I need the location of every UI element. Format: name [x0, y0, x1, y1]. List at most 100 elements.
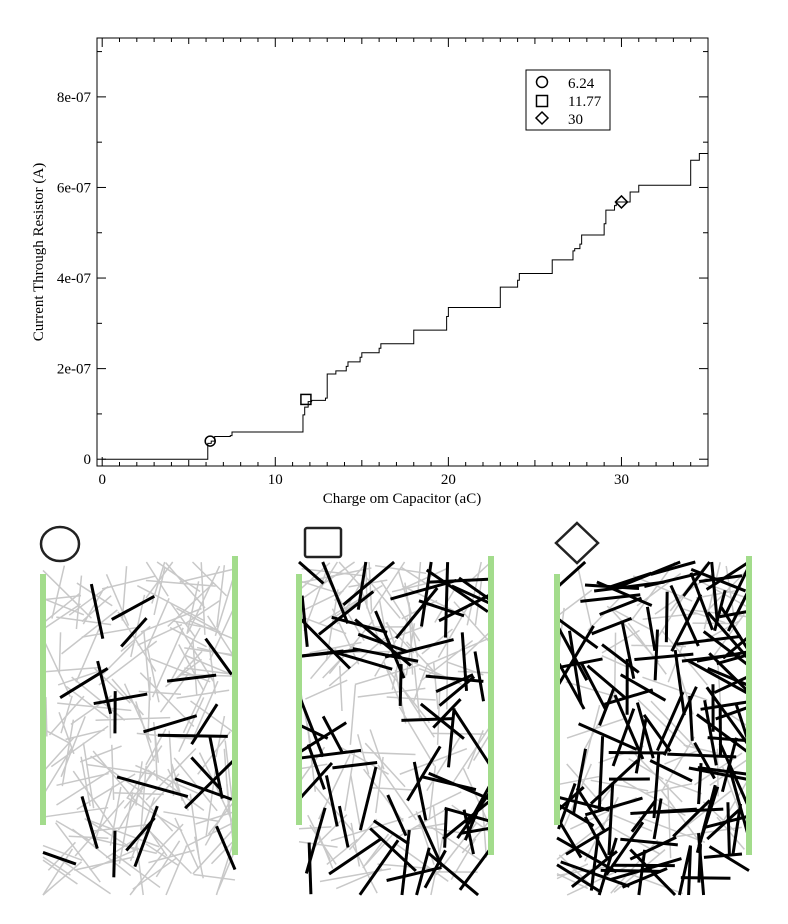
- inactive-wire: [139, 672, 195, 728]
- active-wire: [607, 782, 615, 856]
- plot-frame: [96, 37, 709, 467]
- inactive-wire: [156, 561, 201, 593]
- active-wire: [157, 733, 228, 738]
- active-wire: [143, 714, 198, 734]
- inactive-wire: [357, 734, 370, 775]
- active-wire: [425, 674, 484, 683]
- inactive-wire: [348, 818, 378, 851]
- inactive-wire: [74, 856, 135, 871]
- inactive-wire: [194, 836, 204, 879]
- active-wire: [190, 703, 219, 745]
- active-wire: [672, 799, 711, 838]
- y-tick-label: 8e-07: [57, 90, 92, 106]
- inactive-wire: [692, 609, 750, 618]
- active-wire: [597, 736, 605, 812]
- inactive-wire: [637, 699, 689, 749]
- inactive-wire: [405, 641, 439, 677]
- inactive-wire: [426, 736, 461, 792]
- active-wire: [425, 568, 489, 613]
- inactive-wire: [195, 810, 236, 825]
- active-wire: [715, 705, 750, 721]
- active-wire: [96, 660, 113, 715]
- inactive-wire: [556, 863, 589, 880]
- active-wire: [556, 863, 603, 894]
- inactive-wire: [432, 804, 442, 864]
- inactive-wire: [198, 752, 222, 798]
- active-wire: [719, 609, 750, 619]
- marker-layer: [204, 194, 629, 447]
- active-wire: [306, 743, 326, 790]
- inactive-wire: [59, 858, 111, 895]
- active-wire: [337, 805, 350, 848]
- active-wire: [443, 562, 450, 638]
- inactive-wire: [565, 681, 618, 698]
- active-wire: [713, 674, 750, 694]
- inactive-wire: [375, 756, 384, 814]
- inactive-wire: [42, 603, 81, 630]
- inactive-wire: [206, 615, 236, 659]
- active-wire: [695, 713, 750, 755]
- active-wire: [688, 766, 750, 782]
- inactive-wire: [350, 822, 361, 867]
- inactive-wire: [185, 821, 236, 848]
- network-panel-diamond: [554, 521, 752, 897]
- inactive-wire: [68, 585, 109, 616]
- active-wire: [597, 837, 618, 896]
- active-wire: [700, 700, 750, 711]
- active-wire: [560, 860, 630, 888]
- inactive-wire: [168, 730, 175, 797]
- inactive-wire: [556, 589, 593, 617]
- active-wire: [111, 595, 155, 621]
- inactive-wire: [45, 696, 48, 737]
- active-wire: [93, 692, 148, 706]
- legend: 6.24 11.77 30: [525, 69, 611, 131]
- active-wire: [112, 830, 117, 878]
- inactive-wire: [82, 742, 95, 809]
- inactive-wire: [172, 620, 219, 631]
- series-layer: [102, 142, 709, 460]
- inactive-wire: [421, 628, 453, 655]
- inactive-wire: [432, 662, 439, 710]
- active-wire: [438, 675, 476, 707]
- inactive-wire: [556, 775, 600, 786]
- inactive-wire: [42, 806, 109, 818]
- inactive-wire: [95, 716, 171, 721]
- active-wire: [698, 574, 743, 583]
- inactive-wire: [187, 565, 221, 633]
- active-wire: [307, 842, 313, 895]
- y-tick-label: 6e-07: [57, 180, 92, 196]
- right-electrode: [232, 556, 238, 855]
- active-wire: [89, 583, 105, 640]
- inactive-wire: [566, 717, 627, 739]
- inactive-wire: [184, 667, 236, 676]
- active-wire: [190, 756, 223, 791]
- active-wire: [652, 798, 663, 840]
- active-wire: [432, 698, 462, 729]
- active-wire: [384, 638, 454, 659]
- active-wire: [395, 587, 439, 640]
- inactive-wire: [65, 685, 109, 720]
- inactive-wire: [165, 658, 203, 688]
- active-wire: [442, 798, 492, 841]
- inactive-wire: [660, 789, 699, 841]
- inactive-wire: [190, 700, 235, 734]
- inactive-wire: [427, 636, 492, 666]
- active-wire: [697, 843, 702, 883]
- active-wire: [556, 795, 610, 812]
- active-wire: [589, 759, 639, 805]
- inactive-wire: [224, 740, 233, 798]
- y-tick-label: 4e-07: [57, 271, 92, 287]
- inactive-wire: [61, 609, 118, 655]
- active-wire: [557, 662, 586, 710]
- inactive-wire: [56, 772, 109, 787]
- inactive-wire: [566, 763, 603, 805]
- active-wire: [386, 794, 408, 837]
- inactive-wire: [207, 799, 236, 835]
- inactive-wire: [84, 817, 136, 852]
- inactive-wire: [216, 565, 226, 628]
- active-wire: [298, 560, 325, 585]
- active-wire: [204, 637, 233, 676]
- inactive-wire: [452, 724, 492, 784]
- inactive-wire: [42, 637, 71, 697]
- active-wire: [358, 766, 378, 831]
